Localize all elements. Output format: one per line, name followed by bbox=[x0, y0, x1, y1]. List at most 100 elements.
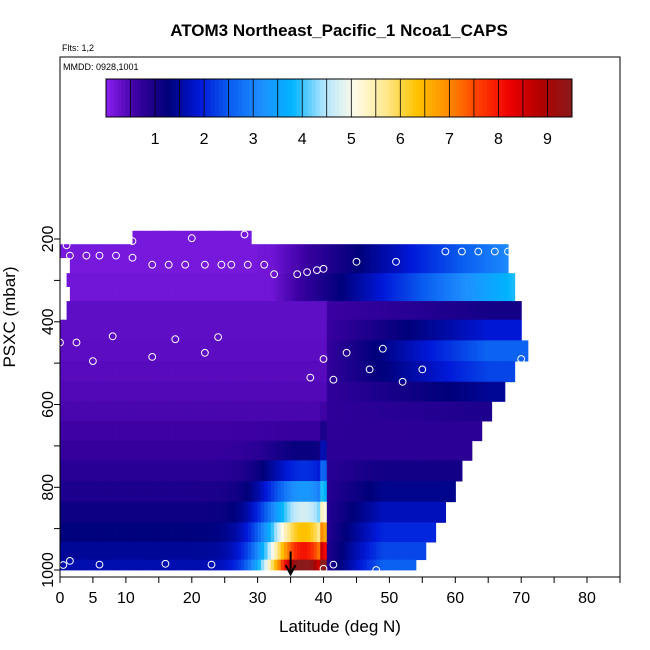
heat-cell bbox=[270, 273, 275, 288]
heat-cell bbox=[86, 460, 91, 482]
heat-cell bbox=[145, 301, 150, 321]
y-tick-label: 600 bbox=[40, 391, 57, 418]
heat-cell bbox=[363, 273, 367, 288]
heat-cell bbox=[287, 559, 292, 571]
heat-cell bbox=[247, 481, 252, 503]
heat-cell bbox=[297, 361, 302, 383]
heat-cell bbox=[247, 559, 252, 571]
heat-cell bbox=[333, 501, 338, 523]
heat-cell bbox=[392, 481, 397, 503]
heat-cell bbox=[290, 401, 295, 422]
heat-cell bbox=[313, 361, 318, 383]
heat-cell bbox=[201, 460, 206, 482]
heat-cell bbox=[363, 440, 367, 461]
heat-cell bbox=[247, 244, 252, 259]
heat-cell bbox=[244, 301, 249, 321]
heat-cell bbox=[303, 361, 308, 383]
heat-cell bbox=[287, 257, 292, 274]
heat-cell bbox=[201, 244, 206, 259]
heat-cell bbox=[251, 401, 255, 422]
heat-cell bbox=[356, 257, 361, 274]
heat-cell bbox=[204, 501, 209, 523]
heat-cell bbox=[333, 460, 338, 482]
heat-cell bbox=[356, 401, 361, 422]
heat-cell bbox=[343, 381, 348, 402]
sample-point bbox=[181, 260, 190, 269]
heat-cell bbox=[379, 522, 384, 543]
heat-cell bbox=[244, 401, 249, 422]
heat-cell bbox=[158, 381, 163, 402]
heat-cell bbox=[376, 522, 381, 543]
heat-cell bbox=[264, 501, 269, 523]
heat-cell bbox=[399, 286, 404, 302]
colorbar-swatch bbox=[537, 79, 542, 117]
heat-cell bbox=[69, 522, 74, 543]
heat-cell bbox=[221, 257, 226, 274]
heat-cell bbox=[204, 440, 209, 461]
heat-cell bbox=[198, 440, 203, 461]
heat-cell bbox=[359, 542, 364, 561]
heat-cell bbox=[155, 244, 160, 259]
heat-cell bbox=[395, 244, 400, 259]
heat-cell bbox=[201, 440, 206, 461]
heat-cell bbox=[76, 559, 81, 571]
colorbar-frame bbox=[105, 78, 573, 118]
heat-cell bbox=[475, 301, 479, 321]
sample-point bbox=[128, 253, 137, 262]
heat-cell bbox=[172, 401, 176, 422]
heat-cell bbox=[399, 559, 404, 571]
heat-cell bbox=[195, 361, 199, 383]
sample-point bbox=[306, 373, 315, 382]
heat-cell bbox=[221, 522, 226, 543]
heat-cell bbox=[125, 286, 130, 302]
heat-cell bbox=[409, 559, 414, 571]
heat-cell bbox=[165, 481, 170, 503]
heat-cell bbox=[458, 440, 463, 461]
heat-cell bbox=[379, 460, 384, 482]
heat-cell bbox=[511, 301, 516, 321]
heat-cell bbox=[145, 361, 150, 383]
heat-cell bbox=[257, 381, 262, 402]
heat-cell bbox=[376, 286, 381, 302]
colorbar-swatch bbox=[234, 79, 239, 117]
heat-cell bbox=[83, 340, 87, 362]
heat-cell bbox=[465, 257, 470, 274]
heat-cell bbox=[425, 401, 430, 422]
heat-cell bbox=[69, 361, 74, 383]
heat-cell bbox=[366, 501, 371, 523]
heat-cell bbox=[267, 421, 272, 442]
heat-cell bbox=[99, 460, 104, 482]
heat-cell bbox=[99, 501, 104, 523]
heat-cell bbox=[204, 361, 209, 383]
heat-cell bbox=[274, 319, 278, 341]
heat-cell bbox=[392, 440, 397, 461]
heat-cell bbox=[475, 244, 479, 259]
heat-cell bbox=[300, 319, 305, 341]
heat-cell bbox=[323, 440, 328, 461]
heat-cell bbox=[369, 257, 374, 274]
heat-cell bbox=[191, 244, 196, 259]
heat-cell bbox=[112, 340, 117, 362]
heat-cell bbox=[224, 440, 229, 461]
heat-cell bbox=[152, 340, 157, 362]
heat-cell bbox=[241, 286, 246, 302]
heat-cell bbox=[116, 301, 120, 321]
heat-cell bbox=[139, 340, 143, 362]
colorbar-swatch bbox=[140, 79, 146, 117]
heat-cell bbox=[201, 340, 206, 362]
heat-cell bbox=[158, 542, 163, 561]
heat-cell bbox=[330, 361, 334, 383]
heat-cell bbox=[76, 421, 81, 442]
colorbar-swatch bbox=[148, 79, 154, 117]
colorbar-swatch bbox=[164, 79, 169, 117]
heat-cell bbox=[129, 257, 134, 274]
heat-cell bbox=[185, 440, 190, 461]
heat-cell bbox=[152, 460, 157, 482]
heat-cell bbox=[102, 257, 107, 274]
heat-cell bbox=[504, 244, 509, 259]
heat-cell bbox=[507, 361, 512, 383]
colorbar-swatch bbox=[323, 79, 328, 117]
heat-cell bbox=[214, 319, 219, 341]
heat-cell bbox=[185, 340, 190, 362]
heat-cell bbox=[498, 319, 502, 341]
